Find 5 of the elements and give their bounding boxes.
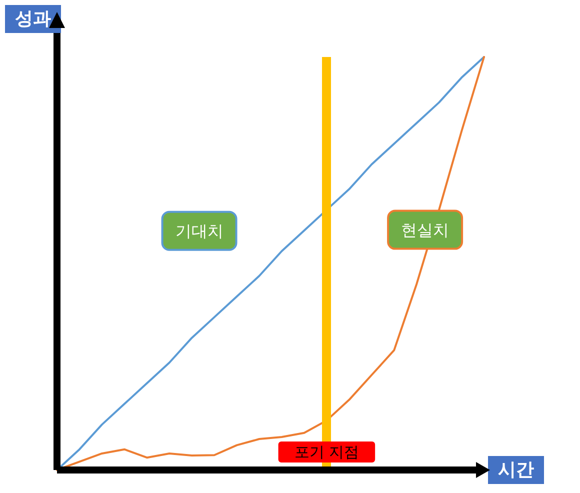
y-axis-title: 성과 bbox=[15, 8, 51, 30]
series-label: 현실치 bbox=[401, 220, 450, 240]
annotation: 포기 지점 bbox=[294, 443, 360, 461]
text: 기대치 bbox=[175, 221, 224, 240]
x-axis-title: 시간 bbox=[498, 460, 534, 480]
